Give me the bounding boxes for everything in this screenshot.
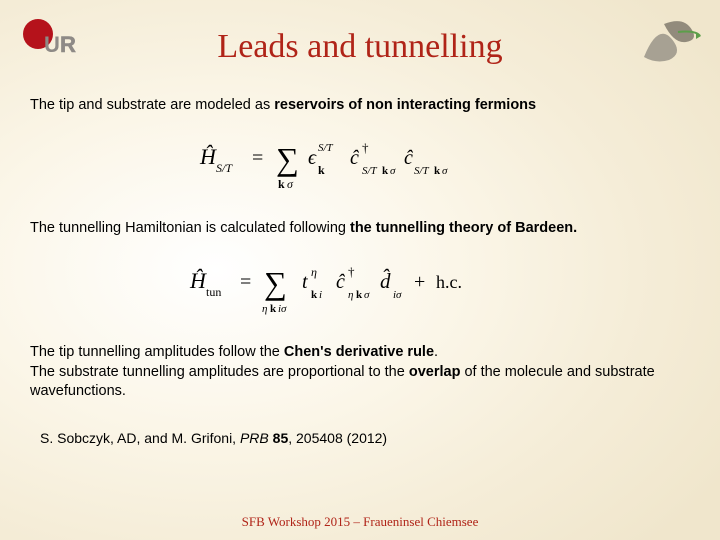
ur-logo: U R R (18, 18, 88, 62)
svg-text:S/T: S/T (414, 165, 430, 177)
svg-text:η: η (262, 303, 267, 315)
svg-text:σ: σ (390, 165, 396, 177)
svg-text:η: η (311, 265, 317, 279)
svg-text:k: k (311, 289, 318, 301)
svg-text:iσ: iσ (278, 303, 287, 315)
paragraph-reservoirs: The tip and substrate are modeled as res… (30, 96, 690, 116)
svg-text:t: t (302, 271, 308, 293)
svg-text:Ĥ: Ĥ (189, 268, 207, 293)
svg-text:σ: σ (287, 177, 294, 191)
text-bold: Chen's derivative rule (284, 344, 434, 360)
svg-text:∑: ∑ (276, 141, 299, 177)
citation-rest: , 205408 (2012) (288, 430, 387, 446)
svg-text:i: i (319, 289, 322, 301)
citation-volume: 85 (269, 430, 288, 446)
svg-text:k: k (382, 165, 389, 177)
svg-text:k: k (356, 289, 363, 301)
text-span: The tip and substrate are modeled as (30, 97, 274, 113)
svg-text:=: = (252, 147, 263, 169)
svg-text:Ĥ: Ĥ (199, 144, 217, 169)
citation: S. Sobczyk, AD, and M. Grifoni, PRB 85, … (40, 430, 690, 446)
svg-text:d̂: d̂ (380, 269, 391, 293)
svg-text:ĉ: ĉ (404, 147, 414, 169)
svg-text:R: R (60, 32, 76, 57)
svg-text:+: + (414, 271, 425, 293)
text-bold: overlap (409, 364, 461, 380)
partner-logo (634, 12, 704, 66)
svg-text:S/T: S/T (318, 142, 334, 154)
svg-text:σ: σ (364, 289, 370, 301)
text-span: The tip tunnelling amplitudes follow the (30, 344, 284, 360)
svg-text:k: k (434, 165, 441, 177)
svg-text:tun: tun (206, 285, 221, 299)
citation-journal: PRB (240, 430, 269, 446)
slide-title: Leads and tunnelling (30, 28, 690, 66)
svg-text:S/T: S/T (216, 161, 233, 175)
footer-text: SFB Workshop 2015 – Fraueninsel Chiemsee (0, 514, 720, 530)
text-span: The tunnelling Hamiltonian is calculated… (30, 220, 350, 236)
svg-text:ĉ: ĉ (336, 271, 346, 293)
equation-htun: Ĥ tun = ∑ η k iσ t η k i ĉ † η k σ d̂ iσ… (30, 252, 690, 321)
svg-text:S/T: S/T (362, 165, 378, 177)
text-bold: reservoirs of non interacting fermions (274, 97, 536, 113)
text-bold: the tunnelling theory of Bardeen. (350, 220, 577, 236)
slide: U R R Leads and tunnelling The tip and s… (0, 0, 720, 540)
svg-text:ĉ: ĉ (350, 147, 360, 169)
svg-text:=: = (240, 271, 251, 293)
svg-text:k: k (278, 177, 285, 191)
paragraph-bardeen: The tunnelling Hamiltonian is calculated… (30, 219, 690, 239)
text-span: . (434, 344, 438, 360)
text-span: The substrate tunnelling amplitudes are … (30, 364, 409, 380)
svg-text:σ: σ (442, 165, 448, 177)
svg-text:†: † (348, 264, 355, 279)
svg-text:k: k (270, 303, 277, 315)
svg-text:k: k (318, 163, 325, 177)
paragraph-chen-overlap: The tip tunnelling amplitudes follow the… (30, 343, 690, 402)
equation-hst: Ĥ S/T = ∑ k σ ϵ S/T k ĉ † S/T k σ ĉ S/T … (30, 130, 690, 197)
svg-text:η: η (348, 289, 353, 301)
svg-text:U: U (44, 32, 60, 57)
svg-text:†: † (362, 140, 369, 155)
svg-text:∑: ∑ (264, 265, 287, 301)
svg-text:iσ: iσ (393, 289, 402, 301)
svg-text:ϵ: ϵ (308, 147, 317, 169)
svg-text:h.c.: h.c. (436, 272, 462, 292)
citation-authors: S. Sobczyk, AD, and M. Grifoni, (40, 430, 240, 446)
